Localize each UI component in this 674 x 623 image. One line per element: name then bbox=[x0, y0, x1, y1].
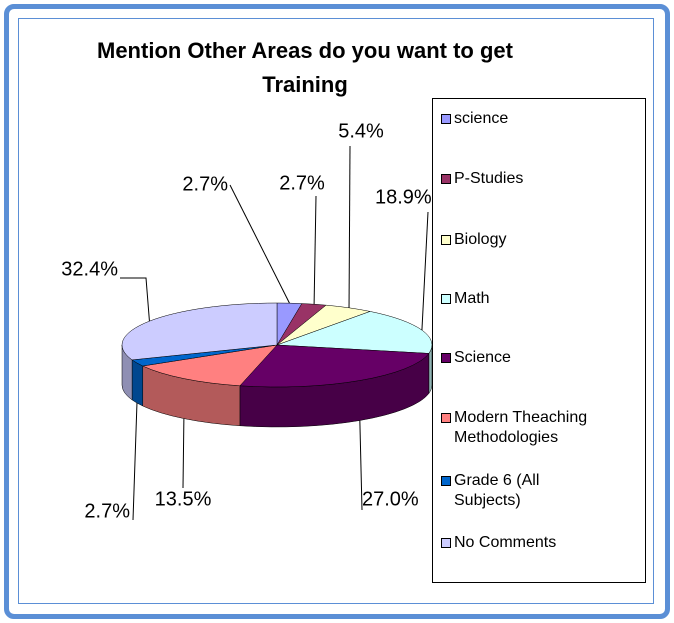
slice bbox=[239, 344, 430, 388]
legend-item: Biology bbox=[441, 230, 604, 250]
plot-area bbox=[18, 18, 654, 604]
frame bbox=[4, 4, 670, 619]
leader-line bbox=[421, 211, 429, 331]
data-label: 32.4% bbox=[61, 258, 118, 280]
legend: science P-Studies Biology Math Science Modern… bbox=[432, 98, 646, 583]
legend-item: Grade 6 (All Subjects) bbox=[441, 471, 604, 511]
data-label: 2.7% bbox=[84, 500, 130, 522]
leader-line bbox=[120, 277, 150, 322]
slice bbox=[121, 302, 278, 361]
legend-swatch bbox=[441, 413, 451, 423]
slice bbox=[276, 311, 433, 354]
legend-item: Modern Theaching Methodologies bbox=[441, 408, 604, 448]
data-label: 5.4% bbox=[338, 120, 384, 142]
leader-line bbox=[359, 420, 363, 511]
legend-swatch bbox=[441, 353, 451, 363]
data-label: 13.5% bbox=[155, 488, 212, 510]
data-label: 2.7% bbox=[279, 172, 325, 194]
legend-label: Science bbox=[454, 349, 511, 366]
legend-swatch bbox=[441, 538, 451, 548]
legend-swatch bbox=[441, 174, 451, 184]
legend-item: No Comments bbox=[441, 533, 604, 553]
leader-line bbox=[348, 145, 351, 308]
legend-label: science bbox=[454, 110, 509, 127]
leader-line bbox=[229, 184, 290, 304]
legend-item: Science bbox=[441, 348, 604, 368]
legend-swatch bbox=[441, 476, 451, 486]
slice-side bbox=[131, 359, 144, 407]
legend-label: No Comments bbox=[454, 534, 557, 551]
legend-label: Grade 6 (All Subjects) bbox=[454, 472, 540, 509]
legend-label: Math bbox=[454, 290, 490, 307]
legend-swatch bbox=[441, 114, 451, 124]
data-label: 27.0% bbox=[362, 488, 419, 510]
legend-item: P-Studies bbox=[441, 169, 604, 189]
chart-title: Mention Other Areas do you want to get T… bbox=[97, 38, 513, 97]
legend-swatch bbox=[441, 294, 451, 304]
legend-label: P-Studies bbox=[454, 170, 524, 187]
legend-label: Modern Theaching Methodologies bbox=[454, 409, 588, 446]
legend-swatch bbox=[441, 235, 451, 245]
leader-line bbox=[132, 402, 138, 521]
leader-line bbox=[313, 195, 317, 305]
legend-item: science bbox=[441, 109, 604, 129]
slice bbox=[141, 344, 278, 387]
data-label: 2.7% bbox=[182, 173, 228, 195]
legend-label: Biology bbox=[454, 231, 507, 248]
leader-line bbox=[182, 418, 185, 489]
data-label: 18.9% bbox=[375, 186, 432, 208]
legend-item: Math bbox=[441, 289, 604, 309]
